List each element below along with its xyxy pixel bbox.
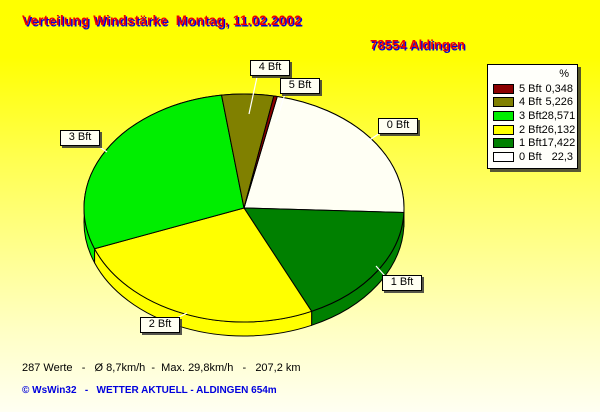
leader-line-1-bft: [375, 265, 386, 277]
pie-slice-label-2-bft: 2 Bft: [140, 317, 180, 333]
copyright-line: © WsWin32 - WETTER AKTUELL - ALDINGEN 65…: [22, 385, 277, 396]
legend-rows: 5 Bft 0,348 4 Bft 5,226 3 Bft 28,571 2 Bft 26,1…: [491, 82, 576, 164]
legend-label: 2 Bft: [519, 123, 542, 136]
legend-swatch-icon: [493, 97, 514, 108]
legend-value: 17,422: [541, 137, 576, 150]
legend-value: 26,132: [541, 123, 576, 136]
pie-slice-1-bft: [243, 207, 405, 312]
legend-header-percent: %: [559, 68, 569, 80]
legend-value: 28,571: [541, 109, 576, 122]
leader-line-3-bft: [97, 145, 108, 153]
legend-row-4-bft: 4 Bft 5,226: [491, 96, 574, 110]
legend-label: 0 Bft: [519, 150, 542, 163]
leader-line-4-bft: [248, 76, 258, 115]
leader-line-0-bft: [367, 132, 381, 142]
legend-value: 0,348: [545, 82, 573, 95]
legend-swatch-icon: [493, 110, 514, 121]
pie-slice-label-4-bft: 4 Bft: [250, 60, 290, 76]
legend-label: 5 Bft: [519, 82, 542, 95]
legend-value: 5,226: [545, 96, 573, 109]
legend-value: 22,3: [551, 150, 573, 163]
legend-swatch-icon: [493, 124, 514, 135]
legend-label: 3 Bft: [519, 109, 542, 122]
pie-slice-2-bft: [94, 207, 313, 323]
pie-slice-label-3-bft: 3 Bft: [60, 130, 100, 146]
legend-row-3-bft: 3 Bft 28,571: [491, 109, 576, 123]
pie-slice-3-bft: [83, 94, 245, 250]
station-label: 78554 Aldingen: [370, 37, 465, 52]
legend-row-2-bft: 2 Bft 26,132: [491, 123, 576, 137]
legend-swatch-icon: [493, 138, 514, 149]
leader-line-5-bft: [275, 93, 286, 123]
legend-swatch-icon: [493, 151, 514, 162]
stats-line: 287 Werte - Ø 8,7km/h - Max. 29,8km/h - …: [22, 362, 301, 374]
legend-row-0-bft: 0 Bft 22,3: [491, 150, 574, 164]
legend-swatch-icon: [493, 83, 514, 94]
pie-slice-label-0-bft: 0 Bft: [378, 118, 418, 134]
pie-slice-0-bft: [243, 95, 405, 214]
pie-slice-label-5-bft: 5 Bft: [280, 78, 320, 94]
pie-slice-5-bft: [243, 95, 278, 209]
pie-slice-label-1-bft: 1 Bft: [382, 275, 422, 291]
legend-label: 1 Bft: [519, 137, 542, 150]
legend-row-5-bft: 5 Bft 0,348: [491, 82, 574, 96]
legend-box: % 5 Bft 0,348 4 Bft 5,226 3 Bft 28,571 2 Bft 26…: [487, 64, 578, 169]
legend-label: 4 Bft: [519, 96, 542, 109]
legend-row-1-bft: 1 Bft 17,422: [491, 136, 576, 150]
chart-title: Verteilung Windstärke Montag, 11.02.2002: [22, 13, 302, 28]
